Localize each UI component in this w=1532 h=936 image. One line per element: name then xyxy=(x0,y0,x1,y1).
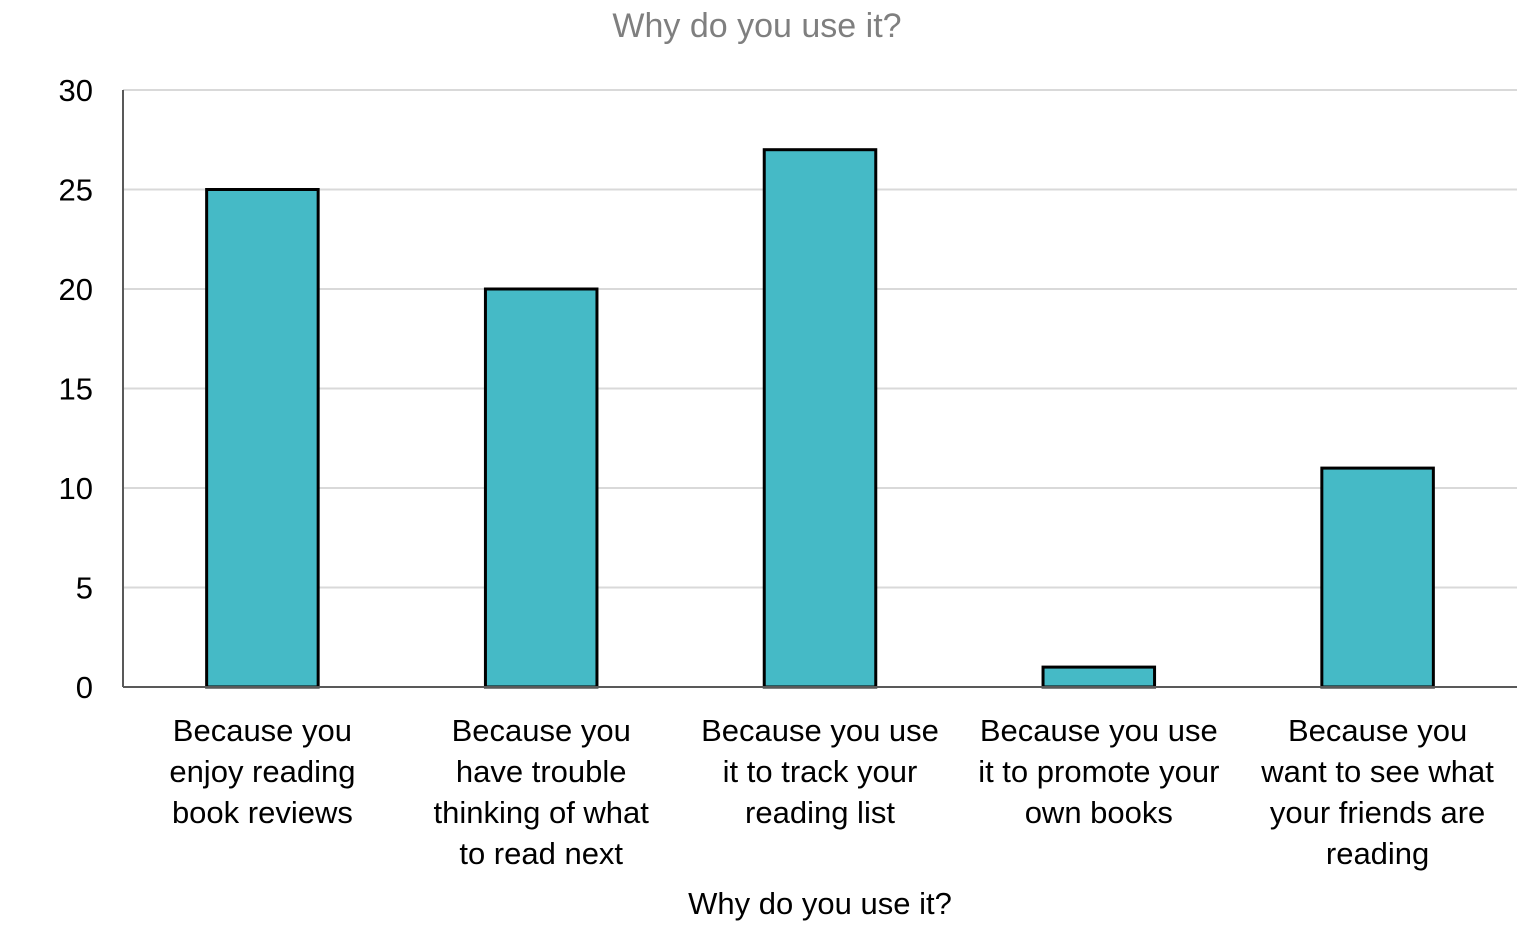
chart-title: Why do you use it? xyxy=(612,7,901,45)
x-category-line: want to see what xyxy=(1260,754,1494,789)
x-category-label: Because you use it to track your reading l… xyxy=(701,713,939,830)
bar-2 xyxy=(483,287,599,689)
bar-4 xyxy=(1041,665,1157,689)
x-axis-title: Why do you use it? xyxy=(688,886,952,921)
x-category-line: reading xyxy=(1326,836,1429,871)
x-category-label: Because you have trouble thinking of what t… xyxy=(433,713,649,871)
x-category-label: Because you use it to promote your own boo… xyxy=(978,713,1219,830)
x-category-label: Because you want to see what your friends … xyxy=(1260,713,1494,871)
x-category-line: thinking of what xyxy=(433,795,649,830)
x-category-line: your friends are xyxy=(1270,795,1485,830)
x-category-label: Because you enjoy reading book reviews xyxy=(169,713,355,830)
y-tick-label: 0 xyxy=(76,670,93,705)
y-axis-ticks: 0 5 10 15 20 25 30 xyxy=(59,73,93,705)
x-category-line: reading list xyxy=(745,795,895,830)
y-tick-label: 30 xyxy=(59,73,93,108)
bar-1 xyxy=(205,188,320,689)
x-category-line: Because you use xyxy=(980,713,1218,748)
x-category-line: it to track your xyxy=(723,754,918,789)
bar-5 xyxy=(1320,466,1435,689)
bar-3 xyxy=(762,148,878,689)
x-category-line: Because you xyxy=(173,713,352,748)
x-category-line: enjoy reading xyxy=(169,754,355,789)
x-category-line: Because you xyxy=(452,713,631,748)
y-tick-label: 15 xyxy=(59,372,93,407)
x-category-line: it to promote your xyxy=(978,754,1219,789)
y-tick-label: 10 xyxy=(59,471,93,506)
y-tick-label: 5 xyxy=(76,571,93,606)
y-tick-label: 25 xyxy=(59,173,93,208)
x-category-line: own books xyxy=(1025,795,1173,830)
x-category-line: to read next xyxy=(459,836,623,871)
y-tick-label: 20 xyxy=(59,272,93,307)
x-category-line: book reviews xyxy=(172,795,353,830)
x-category-line: Because you use xyxy=(701,713,939,748)
x-category-line: have trouble xyxy=(456,754,627,789)
bars xyxy=(205,148,1435,689)
x-axis-categories: Because you enjoy reading book reviewsBeca… xyxy=(169,713,1494,871)
axes xyxy=(122,90,1517,688)
x-category-line: Because you xyxy=(1288,713,1467,748)
